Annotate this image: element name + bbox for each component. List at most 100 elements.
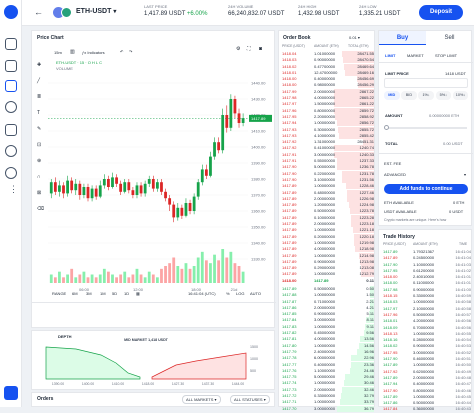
bank-icon[interactable] — [5, 124, 17, 136]
order-book-row[interactable]: 1417.98 4.00000000 2865.22 — [282, 95, 374, 102]
brush-tool-icon[interactable]: ✎ — [37, 126, 42, 132]
order-book-row[interactable]: 1417.89 0.20000000 1220.18 — [282, 233, 374, 240]
logo-icon[interactable] — [4, 5, 18, 19]
amount-input[interactable]: 0.00000000 ETH — [429, 113, 460, 118]
order-book-row[interactable]: 1417.94 1.00000000 2856.72 — [282, 120, 374, 127]
order-book-row[interactable]: 1417.89 0.90000000 1213.98 — [282, 258, 374, 265]
order-book-row[interactable]: 1417.89 2.00000000 1226.98 — [282, 195, 374, 202]
order-book-row[interactable]: 1417.96 0.80000000 2859.72 — [282, 107, 374, 114]
order-book-row[interactable]: 1417.89 1.00000000 1212.79 — [282, 271, 374, 278]
amount-slider[interactable] — [385, 127, 467, 129]
order-book-row[interactable]: 1417.83 1.00000000 9.11 — [282, 323, 374, 330]
add-funds-button[interactable]: Add funds to continue — [384, 184, 468, 194]
order-book-row[interactable]: 1417.89 4.00000000 1218.98 — [282, 246, 374, 253]
settings-icon[interactable]: ⚙ — [236, 46, 241, 52]
slider-handle[interactable] — [384, 125, 389, 130]
order-book-row[interactable]: 1417.99 2.00000000 2867.22 — [282, 88, 374, 95]
back-arrow-icon[interactable]: ← — [34, 7, 43, 17]
order-book-row[interactable]: 1417.89 0.29000000 1213.08 — [282, 265, 374, 272]
order-book-row[interactable]: 1417.79 2.40000000 16.96 — [282, 348, 374, 355]
order-book-row[interactable]: 1418.01 12.47000000 28469.16 — [282, 69, 374, 76]
range-6m[interactable]: 6M — [72, 291, 78, 296]
gift-icon[interactable] — [4, 386, 18, 400]
sell-tab[interactable]: Sell — [444, 35, 455, 41]
trendline-tool-icon[interactable]: ╱ — [37, 78, 41, 84]
order-book-row[interactable]: 1417.71 1.00000000 33.79 — [282, 399, 374, 406]
order-type-limit[interactable]: LIMIT — [385, 53, 396, 58]
order-book-row[interactable]: 1417.75 5.00000000 29.46 — [282, 374, 374, 381]
order-book-row[interactable]: 1417.89 1.00000000 1221.18 — [282, 227, 374, 234]
order-book-row[interactable]: 1417.92 0.41000000 1240.74 — [282, 145, 374, 152]
order-book-row[interactable]: 1417.87 0.71000000 2.21 — [282, 298, 374, 305]
order-book-row[interactable]: 1418.00 0.98000000 28456.29 — [282, 82, 374, 89]
order-book-row[interactable]: 1417.89 1.00000000 1219.98 — [282, 239, 374, 246]
lock-tool-icon[interactable]: ⊠ — [37, 190, 42, 196]
order-book-row[interactable]: 1417.78 6.00000000 22.96 — [282, 355, 374, 362]
home-icon[interactable] — [5, 38, 17, 50]
order-book-row[interactable]: 1417.89 0.10000000 1223.28 — [282, 214, 374, 221]
order-book-row[interactable]: 1417.90 0.22000000 1231.78 — [282, 170, 374, 177]
order-type-stop-limit[interactable]: STOP LIMIT — [435, 53, 458, 58]
zoom-tool-icon[interactable]: ⊕ — [37, 158, 42, 164]
range-1m[interactable]: 1M — [100, 291, 106, 296]
more-icon[interactable]: ⋮ — [9, 184, 18, 194]
candle-type-icon[interactable]: ▥ — [70, 49, 75, 55]
scale-percent[interactable]: % — [226, 291, 230, 296]
order-book-row[interactable]: 1417.73 2.00000000 32.46 — [282, 386, 374, 393]
order-book-row[interactable]: 1418.03 0.90000000 28470.54 — [282, 57, 374, 64]
limit-price-input[interactable]: 1418 USDT — [445, 71, 466, 76]
scale-auto[interactable]: AUTO — [250, 291, 262, 296]
order-book-row[interactable]: 1417.76 1.10000000 24.46 — [282, 367, 374, 374]
camera-icon[interactable]: ◙ — [259, 46, 263, 52]
undo-icon[interactable]: ↶ — [120, 49, 124, 54]
order-book-row[interactable]: 1417.92 1.31000000 28451.31 — [282, 139, 374, 146]
buy-tab[interactable]: Buy — [379, 31, 426, 45]
order-book-row[interactable]: 1417.89 1.20000000 1224.98 — [282, 202, 374, 209]
order-book-row[interactable]: 1417.91 0.55000000 1237.33 — [282, 158, 374, 165]
order-book-row[interactable]: 1417.85 0.90000000 5.11 — [282, 311, 374, 318]
quick-price-button[interactable]: MID — [384, 91, 400, 100]
swap-icon[interactable] — [5, 80, 17, 92]
order-type-market[interactable]: MARKET — [407, 53, 424, 58]
globe-icon[interactable] — [5, 167, 17, 179]
trash-tool-icon[interactable]: ⌫ — [37, 206, 45, 212]
order-book-row[interactable]: 1417.88 1.00000000 1.50 — [282, 292, 374, 299]
depth-chart[interactable]: MID MARKET 1,418 USDT 1500 1000 500 1390.00 1… — [32, 331, 276, 391]
scale-log[interactable]: LOG — [236, 291, 245, 296]
order-book-row[interactable]: 1417.97 1.50000000 2861.22 — [282, 101, 374, 108]
quick-price-button[interactable]: 5%↓ — [435, 91, 452, 100]
order-book-row[interactable]: 1418.00 0.40000000 28456.69 — [282, 76, 374, 83]
order-book-row[interactable]: 1418.04 1.01000000 28471.55 — [282, 51, 374, 57]
range-5d[interactable]: 5D — [112, 291, 118, 296]
crypto-notice[interactable]: Crypto markets are unique. Here's how — [384, 218, 447, 222]
magnet-tool-icon[interactable]: ∩ — [37, 174, 41, 180]
order-book-row[interactable]: 1417.77 0.40000000 23.36 — [282, 361, 374, 368]
order-book-row[interactable]: 1417.86 2.00000000 4.21 — [282, 304, 374, 311]
order-book-row[interactable]: 1417.82 0.45000000 9.56 — [282, 330, 374, 337]
order-book-row[interactable]: 1417.89 0.48000000 1227.46 — [282, 189, 374, 196]
order-book-row[interactable]: 1417.74 1.00000000 30.46 — [282, 380, 374, 387]
range-1d[interactable]: 1D — [124, 291, 130, 296]
bar-chart-icon[interactable] — [5, 60, 17, 72]
percent-icon[interactable] — [5, 101, 17, 113]
measure-tool-icon[interactable]: ⊡ — [37, 142, 42, 148]
order-book-row[interactable]: 1417.90 5.00000000 1236.78 — [282, 164, 374, 171]
order-book-row[interactable]: 1417.89 1.00000000 1228.46 — [282, 183, 374, 190]
quick-price-button[interactable]: 10%↓ — [452, 91, 469, 100]
text-tool-icon[interactable]: T — [37, 110, 41, 116]
order-book-row[interactable]: 1417.89 0.50000000 0.50 — [282, 286, 374, 292]
order-book-row[interactable]: 1417.90 3.10000000 1231.56 — [282, 176, 374, 183]
order-book-row[interactable]: 1417.93 0.30000000 2855.72 — [282, 126, 374, 133]
pair-selector[interactable]: ETH-USDT ▾ — [76, 8, 116, 15]
quick-price-button[interactable]: BID — [401, 91, 417, 100]
order-book-row[interactable]: 1417.80 1.00000000 14.56 — [282, 342, 374, 349]
step-selector[interactable]: 0.01 ▾ — [349, 35, 360, 40]
layers-icon[interactable] — [5, 145, 17, 157]
order-book-row[interactable]: 1417.84 3.00000000 8.11 — [282, 317, 374, 324]
order-book-row[interactable]: 1418.02 0.47700000 28469.64 — [282, 63, 374, 70]
fullscreen-icon[interactable]: ⛶ — [247, 46, 251, 52]
quick-price-button[interactable]: 1%↓ — [418, 91, 434, 100]
fib-tool-icon[interactable]: ≣ — [37, 94, 42, 100]
order-book-row[interactable]: 1417.93 4.10000000 2855.42 — [282, 132, 374, 139]
order-book-row[interactable]: 1417.89 2.00000000 1223.18 — [282, 221, 374, 228]
